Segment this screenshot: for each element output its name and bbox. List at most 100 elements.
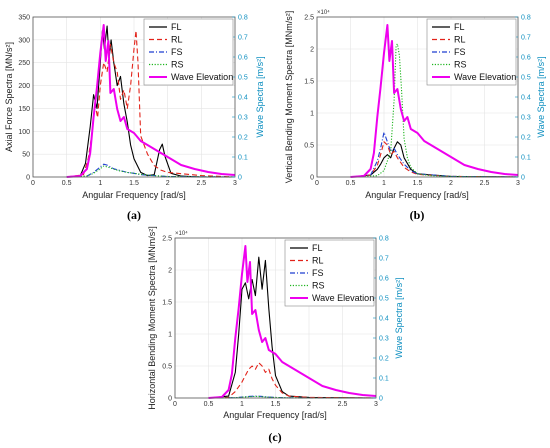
legend-label: RL — [454, 35, 466, 45]
series-line-wave-elevation — [66, 24, 236, 178]
y-tick-label: 300 — [18, 37, 30, 44]
y-tick-label: 0.5 — [162, 364, 172, 371]
y-tick-label: 200 — [18, 83, 30, 90]
y-tick-label: 1 — [168, 332, 172, 339]
legend-label: Wave Elevation — [454, 72, 516, 82]
series-line-wave-elevation — [208, 245, 377, 399]
legend-items: FL RL FS RS Wave Elevation — [149, 22, 233, 82]
y-tick-label-right: 0.3 — [521, 115, 531, 122]
series-layer — [66, 24, 236, 178]
legend-label: FS — [171, 47, 183, 57]
y-tick-label-right: 0.7 — [379, 256, 389, 263]
series-layer — [350, 24, 519, 178]
x-tick-label: 1 — [382, 180, 386, 187]
series-line-fl — [208, 256, 377, 399]
x-tick-label: 3 — [374, 401, 378, 408]
y-tick-label: 1 — [310, 111, 314, 118]
y-tick-label-right: 0.1 — [521, 155, 531, 162]
y-tick-label-right: 0.7 — [521, 35, 531, 42]
y-tick-label: 100 — [18, 129, 30, 136]
y-tick-label-right: 0.3 — [379, 336, 389, 343]
y-tick-label-right: 0.2 — [238, 135, 248, 142]
x-tick-label: 2 — [166, 180, 170, 187]
y-tick-label-right: 0.6 — [238, 55, 248, 62]
y-tick-label-right: 0.3 — [238, 115, 248, 122]
chart-panel-c: 0 0.5 1 1.5 2 2.5 300.511.522.500.10.20.30.40.… — [147, 226, 404, 444]
series-line-rs — [66, 165, 236, 178]
chart-panel-a: 0 0.5 1 1.5 2 2.5 305010015020025030035000.10.… — [4, 15, 265, 223]
y-axis-label: Vertical Bending Moment Spectra [MNm/s²] — [284, 11, 294, 184]
legend-label: FS — [454, 47, 466, 57]
y-tick-label-right: 0.8 — [379, 236, 389, 243]
legend-items: FL RL FS RS Wave Elevation — [290, 243, 374, 303]
y-tick-label-right: 0.1 — [238, 155, 248, 162]
x-axis-label: Angular Frequency [rad/s] — [82, 190, 186, 200]
y-tick-label: 2 — [310, 47, 314, 54]
legend-box — [426, 18, 517, 86]
legend-label: FL — [171, 22, 182, 32]
x-axis-label: Angular Frequency [rad/s] — [223, 410, 327, 420]
legend-items: FL RL FS RS Wave Elevation — [432, 22, 516, 82]
x-tick-label: 0.5 — [62, 180, 72, 187]
y-tick-label-right: 0.1 — [379, 376, 389, 383]
y-tick-label-right: 0.4 — [521, 95, 531, 102]
y-tick-label-right: 0.5 — [521, 75, 531, 82]
tick-labels: 0 0.5 1 1.5 2 2.5 305010015020025030035000.10.… — [18, 15, 248, 188]
y-tick-label: 350 — [18, 15, 30, 22]
y-tick-label-right: 0.2 — [521, 135, 531, 142]
series-line-wave-elevation — [350, 24, 519, 178]
x-axis-label: Angular Frequency [rad/s] — [365, 190, 469, 200]
y-axis-label: Axial Force Spectra [MN/s²] — [4, 42, 14, 152]
y-tick-label: 250 — [18, 60, 30, 67]
y-tick-label: 1.5 — [304, 79, 314, 86]
y-tick-label: 0.5 — [304, 143, 314, 150]
y-tick-label: 2 — [168, 268, 172, 275]
x-tick-label: 2 — [449, 180, 453, 187]
legend-label: FL — [454, 22, 465, 32]
y-tick-label-right: 0.6 — [521, 55, 531, 62]
chart-panel-b: 0 0.5 1 1.5 2 2.5 300.511.522.500.10.20.30.40.… — [284, 9, 546, 222]
y-tick-label-right: 0 — [379, 396, 383, 403]
legend-label: RS — [312, 281, 325, 291]
legend-label: FL — [312, 243, 323, 253]
y-axis-label: Horizontal Bending Moment Spectra [MNm/s… — [147, 226, 157, 410]
legend-label: RL — [171, 35, 183, 45]
y-tick-label: 2.5 — [304, 15, 314, 22]
tick-labels: 0 0.5 1 1.5 2 2.5 300.511.522.500.10.20.30.40.… — [304, 15, 531, 188]
x-tick-label: 1.5 — [129, 180, 139, 187]
x-tick-label: 3 — [233, 180, 237, 187]
y-axis-label-right: Wave Spectra [m/s²] — [536, 56, 546, 137]
legend-label: Wave Elevation — [312, 293, 374, 303]
series-line-rl — [208, 362, 377, 399]
y-tick-label: 0 — [310, 175, 314, 182]
y-tick-label-right: 0.2 — [379, 356, 389, 363]
y-axis-label-right: Wave Spectra [m/s²] — [255, 56, 265, 137]
x-tick-label: 0.5 — [204, 401, 214, 408]
legend: FL RL FS RS Wave Elevation — [143, 18, 234, 86]
x-tick-label: 1.5 — [413, 180, 423, 187]
y-multiplier: ×10⁴ — [317, 9, 330, 16]
y-tick-label-right: 0.5 — [238, 75, 248, 82]
y-tick-label-right: 0.8 — [238, 15, 248, 22]
y-tick-label-right: 0 — [238, 175, 242, 182]
x-tick-label: 2 — [307, 401, 311, 408]
y-tick-label-right: 0.5 — [379, 296, 389, 303]
x-tick-label: 0.5 — [346, 180, 356, 187]
y-multiplier: ×10⁴ — [175, 230, 188, 237]
panel-label: (c) — [268, 430, 281, 444]
y-tick-label-right: 0.7 — [238, 35, 248, 42]
y-tick-label-right: 0.4 — [238, 95, 248, 102]
y-tick-label: 50 — [22, 152, 30, 159]
y-tick-label: 0 — [26, 175, 30, 182]
series-line-fs — [350, 131, 519, 178]
tick-labels: 0 0.5 1 1.5 2 2.5 300.511.522.500.10.20.30.40.… — [162, 236, 389, 409]
y-axis-label-right: Wave Spectra [m/s²] — [394, 277, 404, 358]
x-tick-label: 2.5 — [480, 180, 490, 187]
legend-label: FS — [312, 268, 324, 278]
panel-label: (a) — [127, 208, 141, 222]
x-tick-label: 0 — [173, 401, 177, 408]
x-tick-label: 1.5 — [271, 401, 281, 408]
legend-label: RS — [454, 60, 467, 70]
legend-label: RL — [312, 256, 324, 266]
y-tick-label-right: 0.6 — [379, 276, 389, 283]
